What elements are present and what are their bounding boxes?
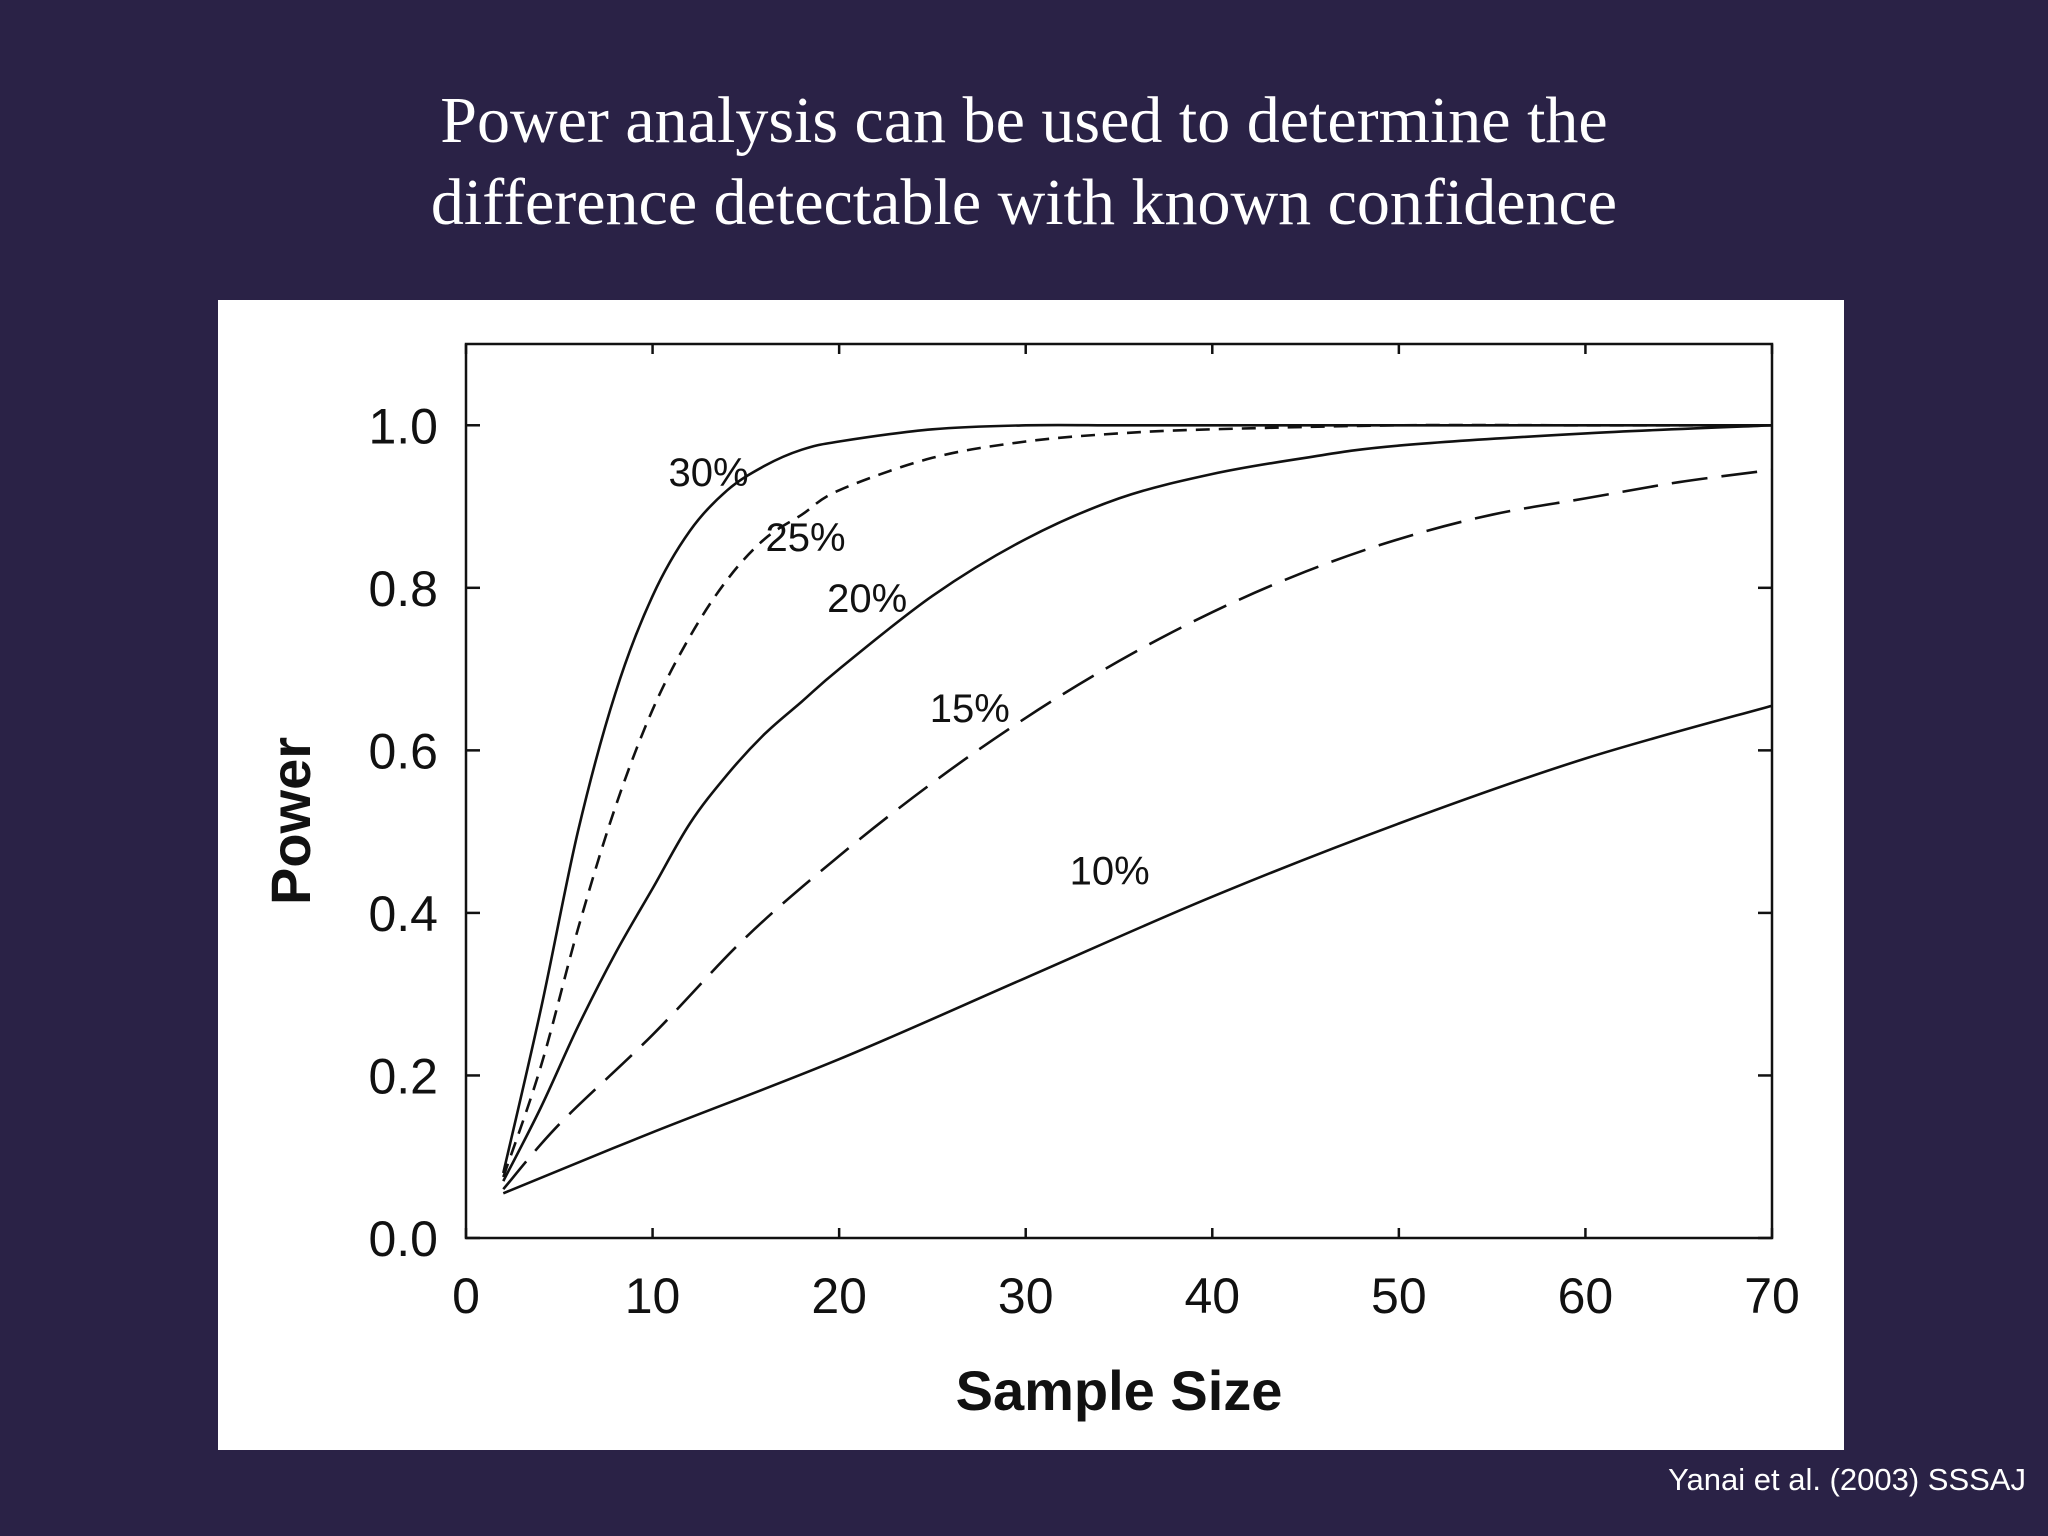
x-tick-label: 40 — [1184, 1268, 1240, 1324]
series-line-30pct — [502, 423, 1772, 1174]
curve-label-20pct: 20% — [827, 577, 907, 621]
y-axis-label: Power — [259, 737, 322, 905]
series-line-20pct — [502, 424, 1773, 1182]
citation: Yanai et al. (2003) SSSAJ — [1668, 1462, 2026, 1497]
x-tick-label: 0 — [452, 1268, 480, 1324]
slide-title: Power analysis can be used to determine … — [0, 80, 2048, 244]
slide-title-line-2: difference detectable with known confide… — [430, 166, 1618, 239]
y-tick-label: 0.0 — [368, 1211, 438, 1267]
y-tick-label: 0.8 — [368, 561, 438, 617]
x-axis-label: Sample Size — [956, 1359, 1283, 1422]
y-tick-label: 0.6 — [368, 723, 438, 779]
series-line-15pct — [502, 468, 1773, 1191]
power-curve-chart: 0 10 20 30 40 50 60 70 0.0 0.2 0.4 0.6 0.8 1.0 Sample … — [259, 342, 1800, 1422]
y-tick-label: 1.0 — [368, 398, 438, 454]
x-tick-label: 10 — [625, 1268, 681, 1324]
series-line-25pct — [502, 423, 1772, 1178]
series-line-10pct — [502, 704, 1773, 1195]
y-tick-label: 0.4 — [368, 886, 438, 942]
x-tick-label: 60 — [1558, 1268, 1614, 1324]
curve-label-25pct: 25% — [766, 516, 846, 560]
chart-panel: 0 10 20 30 40 50 60 70 0.0 0.2 0.4 0.6 0.8 1.0 Sample … — [218, 300, 1844, 1450]
y-tick-label: 0.2 — [368, 1048, 438, 1104]
x-tick-label: 70 — [1744, 1268, 1800, 1324]
x-tick-label: 50 — [1371, 1268, 1427, 1324]
plot-frame — [464, 342, 1774, 1240]
x-tick-label: 20 — [811, 1268, 867, 1324]
curve-label-30pct: 30% — [669, 451, 749, 495]
curve-label-10pct: 10% — [1070, 849, 1150, 893]
x-tick-label: 30 — [998, 1268, 1054, 1324]
curve-label-15pct: 15% — [930, 687, 1010, 731]
slide-title-line-1: Power analysis can be used to determine … — [440, 84, 1608, 157]
